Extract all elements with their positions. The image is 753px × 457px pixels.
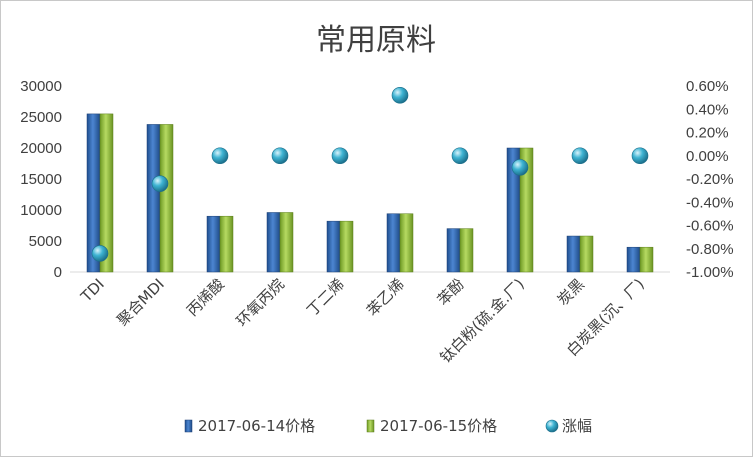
bar-series1 [386, 213, 401, 273]
y-right-tick-label: -0.60% [686, 218, 734, 235]
bar-series2 [399, 213, 414, 273]
bar-series1 [566, 235, 581, 273]
y-right-tick-label: -1.00% [686, 264, 734, 281]
bar-series1 [206, 215, 221, 273]
y-right-tick-label: 0.60% [686, 78, 729, 95]
category-label: 苯酚 [434, 275, 468, 309]
y-left-tick-label: 10000 [20, 202, 62, 219]
y-right-tick-label: -0.40% [686, 194, 734, 211]
bar-series1 [146, 124, 161, 273]
chart-title: 常用原料 [316, 23, 436, 58]
y-left-tick-label: 30000 [20, 78, 62, 95]
bar-series2 [639, 246, 654, 273]
category-label: TDI [77, 275, 108, 306]
bar-series2 [579, 235, 594, 273]
legend-label: 涨幅 [562, 417, 592, 435]
bar-series1 [446, 228, 461, 273]
change-point [511, 159, 529, 176]
bar-series2 [159, 124, 174, 273]
category-label: 环氧丙烷 [233, 275, 288, 330]
y-right-tick-label: -0.20% [686, 171, 734, 188]
bar-series2 [459, 228, 474, 273]
y-left-tick-label: 20000 [20, 140, 62, 157]
category-label: 丙烯酸 [183, 275, 228, 320]
change-point [391, 87, 409, 104]
bar-series2 [99, 113, 114, 273]
y-right-tick-label: 0.20% [686, 125, 729, 142]
change-point [91, 245, 109, 262]
category-label: 苯乙烯 [363, 275, 408, 320]
y-left-tick-label: 0 [54, 264, 62, 281]
bars [86, 113, 654, 273]
bar-series2 [279, 212, 294, 273]
change-point [571, 147, 589, 165]
y-left-tick-label: 5000 [29, 233, 62, 250]
bar-series1 [326, 220, 341, 273]
change-points [91, 87, 649, 262]
y-left-tick-label: 25000 [20, 109, 62, 126]
y-right-tick-label: -0.80% [686, 241, 734, 258]
change-point [151, 175, 169, 192]
change-point [451, 147, 469, 165]
change-point [271, 147, 289, 165]
bar-series2 [339, 220, 354, 273]
change-point [631, 147, 649, 165]
bar-series1 [266, 212, 281, 273]
change-point [331, 147, 349, 165]
category-label: 炭黑 [554, 275, 588, 309]
bar-series2 [219, 215, 234, 273]
category-label: 丁二烯 [303, 275, 348, 320]
legend: 2017-06-14价格 2017-06-15价格 涨幅 [184, 417, 592, 435]
change-point [211, 147, 229, 165]
legend-label: 2017-06-14价格 [198, 417, 315, 435]
legend-swatch [545, 419, 559, 433]
legend-label: 2017-06-15价格 [380, 417, 497, 435]
y-right-tick-label: 0.00% [686, 148, 729, 165]
legend-swatch [366, 419, 375, 433]
bar-series2 [519, 147, 534, 273]
category-label: 聚合MDI [113, 275, 167, 329]
y-left-tick-label: 15000 [20, 171, 62, 188]
bar-series1 [626, 246, 641, 273]
y-right-tick-label: 0.40% [686, 101, 729, 118]
axes: 0 5000 10000 15000 20000 25000 30000 -1.00% -0.8… [20, 78, 733, 281]
legend-swatch [184, 419, 193, 433]
